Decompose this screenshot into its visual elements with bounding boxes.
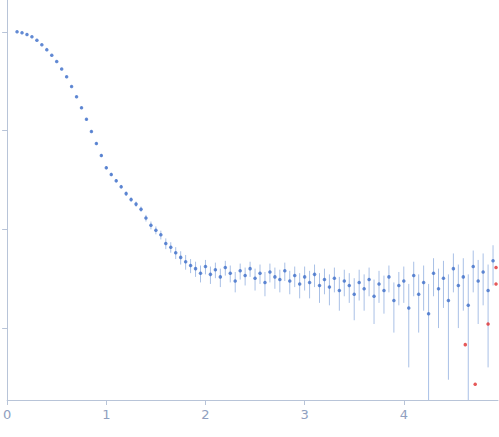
svg-text:4: 4 bbox=[400, 407, 408, 422]
svg-text:3: 3 bbox=[300, 407, 308, 422]
svg-text:2: 2 bbox=[201, 407, 209, 422]
svg-text:1: 1 bbox=[102, 407, 110, 422]
svg-text:0: 0 bbox=[3, 407, 11, 422]
